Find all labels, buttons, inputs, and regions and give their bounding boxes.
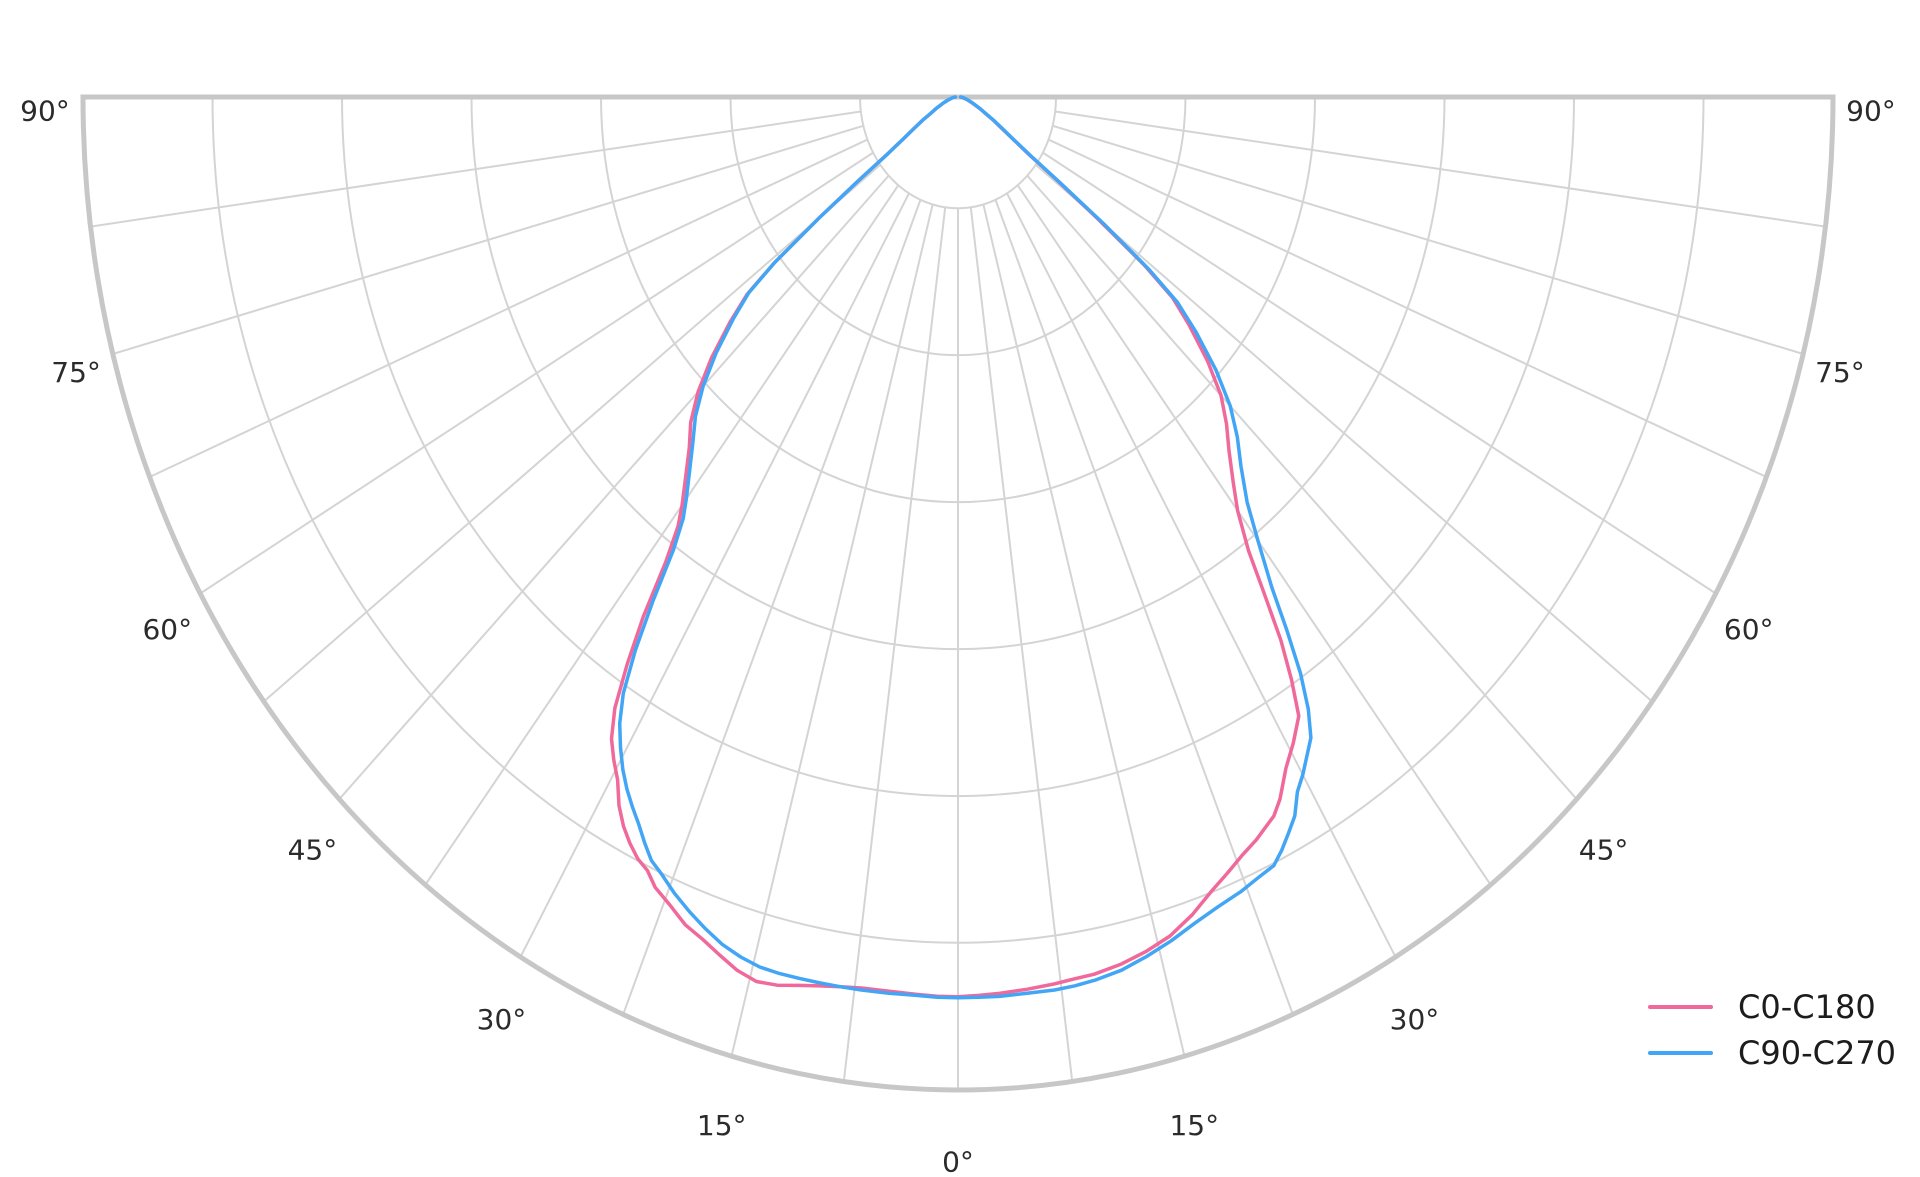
angle-tick-label: 90° bbox=[1846, 95, 1896, 128]
legend-label-c0-c180: C0-C180 bbox=[1738, 988, 1876, 1026]
grid-spoke bbox=[1052, 124, 1804, 355]
angle-tick-label: 30° bbox=[1390, 1003, 1440, 1036]
series-curve-c0-c180 bbox=[609, 95, 1301, 999]
angle-tick-label: 75° bbox=[51, 356, 101, 389]
grid-spoke bbox=[994, 199, 1294, 1015]
legend-swatch-c90-c270 bbox=[1648, 1051, 1713, 1055]
grid-spoke bbox=[112, 124, 864, 355]
grid-spoke bbox=[1042, 151, 1717, 595]
grid-spoke bbox=[424, 184, 900, 886]
grid-spoke bbox=[1048, 138, 1767, 478]
angle-tick-label: 45° bbox=[288, 834, 338, 867]
grid-spoke bbox=[149, 138, 868, 478]
polar-axis-outer-arc bbox=[80, 94, 1836, 1093]
angle-tick-label: 75° bbox=[1815, 356, 1865, 389]
angle-tick-label: 90° bbox=[20, 95, 70, 128]
legend-item-c90-c270: C90-C270 bbox=[1648, 1030, 1896, 1076]
angle-tick-label: 0° bbox=[942, 1146, 974, 1177]
grid-spoke bbox=[1055, 110, 1826, 228]
legend-swatch-c0-c180 bbox=[1648, 1005, 1713, 1009]
legend-item-c0-c180: C0-C180 bbox=[1648, 984, 1896, 1030]
angle-tick-label: 15° bbox=[1169, 1109, 1219, 1142]
grid-spoke bbox=[263, 163, 881, 703]
angle-tick-label: 45° bbox=[1579, 834, 1629, 867]
grid-spoke bbox=[90, 110, 861, 228]
grid-spoke bbox=[982, 204, 1186, 1057]
grid-spoke bbox=[842, 207, 947, 1082]
grid-spoke bbox=[730, 204, 934, 1057]
grid-spoke bbox=[969, 207, 1074, 1082]
grid-spoke bbox=[1006, 192, 1397, 958]
series-curve-c90-c270 bbox=[617, 95, 1313, 1000]
grid-spoke bbox=[1026, 174, 1578, 800]
legend: C0-C180 C90-C270 bbox=[1648, 984, 1896, 1076]
grid-spoke bbox=[199, 151, 874, 595]
grid-spoke bbox=[1035, 163, 1653, 703]
grid-spoke bbox=[622, 199, 922, 1015]
angle-tick-label: 15° bbox=[697, 1109, 747, 1142]
angle-tick-label: 60° bbox=[142, 613, 192, 646]
grid-spoke bbox=[519, 192, 910, 958]
legend-label-c90-c270: C90-C270 bbox=[1738, 1034, 1897, 1072]
angle-tick-label: 60° bbox=[1724, 613, 1774, 646]
grid-spoke bbox=[338, 174, 890, 800]
grid-spoke bbox=[1016, 184, 1492, 886]
angle-tick-label: 30° bbox=[477, 1003, 527, 1036]
